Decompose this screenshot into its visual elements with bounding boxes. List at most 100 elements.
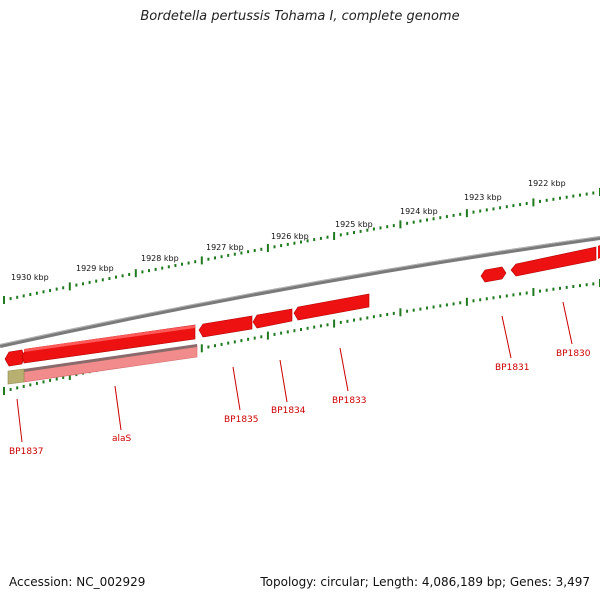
outer-ruler-tick (399, 220, 402, 229)
outer-ruler-tick (260, 247, 263, 251)
outer-ruler-tick (326, 235, 329, 239)
inner-ruler-tick (592, 282, 595, 286)
outer-ruler-tick (220, 255, 223, 259)
gene-feature-bp1831[interactable] (480, 266, 507, 283)
inner-ruler-tick (280, 331, 283, 335)
gene-feature-bp1837[interactable] (4, 349, 25, 367)
inner-ruler-tick (55, 377, 58, 381)
ruler-tick-label: 1928 kbp (141, 254, 179, 263)
outer-ruler-tick (346, 232, 349, 236)
outer-ruler-tick (181, 262, 183, 266)
gene-label-bp1833[interactable]: BP1833 (332, 396, 367, 406)
inner-ruler-tick (399, 308, 402, 317)
gene-label-bp1831[interactable]: BP1831 (495, 363, 530, 373)
outer-ruler-tick (545, 198, 548, 202)
outer-ruler-tick (101, 278, 104, 282)
outer-ruler-tick (62, 286, 65, 290)
inner-ruler-tick (559, 286, 561, 290)
inner-ruler-tick (572, 285, 575, 288)
outer-ruler-tick (273, 245, 276, 249)
outer-ruler-tick (499, 206, 502, 210)
inner-ruler-tick (499, 295, 502, 299)
outer-ruler-tick (306, 239, 309, 243)
inner-ruler-tick (452, 302, 455, 306)
outer-ruler-tick (207, 257, 210, 261)
outer-ruler-tick (200, 256, 203, 265)
inner-ruler-tick (266, 331, 269, 340)
inner-ruler-tick (220, 342, 223, 346)
outer-ruler-tick (426, 218, 428, 222)
outer-ruler-tick (585, 192, 588, 196)
gene-label-bp1830[interactable]: BP1830 (556, 349, 591, 359)
outer-ruler-tick (3, 296, 5, 304)
outer-ruler-tick (42, 290, 45, 294)
outer-ruler-tick (95, 279, 98, 283)
gene-label-bp1837[interactable]: BP1837 (9, 447, 44, 457)
gene-feature-bp1830[interactable] (510, 245, 600, 277)
inner-ruler-tick (240, 339, 243, 343)
map-title: Bordetella pertussis Tohama I, complete … (140, 9, 460, 24)
inner-ruler-tick (492, 296, 495, 300)
ruler-tick-label: 1925 kbp (335, 220, 373, 229)
inner-ruler-tick (379, 314, 382, 318)
outer-ruler-tick (55, 287, 58, 291)
outer-ruler-tick (519, 203, 522, 207)
outer-ruler-tick (479, 209, 482, 213)
outer-ruler-tick (333, 232, 336, 240)
outer-ruler-tick (233, 252, 236, 256)
inner-ruler-tick (293, 329, 296, 333)
inner-ruler-tick (286, 330, 289, 334)
outer-ruler-tick (353, 231, 355, 234)
outer-ruler-tick (240, 251, 243, 255)
inner-ruler-tick (505, 294, 508, 298)
ruler-tick-label: 1926 kbp (271, 232, 309, 241)
outer-ruler-tick (539, 199, 541, 203)
outer-ruler-tick (512, 204, 515, 208)
inner-ruler-tick (42, 380, 45, 384)
outer-ruler-tick (187, 261, 190, 265)
outer-ruler-tick (29, 293, 32, 296)
outer-ruler-tick (9, 297, 12, 301)
inner-ruler-tick (479, 298, 482, 302)
inner-ruler-tick (419, 307, 422, 311)
inner-ruler-tick (29, 383, 32, 387)
inner-ruler-tick (359, 317, 362, 321)
outer-ruler-tick (214, 256, 216, 260)
inner-ruler-tick (525, 291, 528, 295)
gene-feature-alas[interactable] (21, 324, 196, 364)
outer-ruler-tick (412, 220, 415, 224)
inner-ruler-tick (253, 336, 256, 340)
inner-ruler-tick (445, 303, 448, 307)
leader-line-bp1830 (562, 301, 573, 345)
inner-ruler-tick (260, 335, 263, 339)
leader-line-alas (114, 385, 122, 431)
inner-ruler-tick (512, 293, 515, 297)
ruler-tick-label: 1930 kbp (11, 273, 49, 282)
gene-feature-bp1834[interactable] (252, 308, 293, 329)
outer-ruler-tick (552, 197, 555, 201)
gene-feature-bp1835[interactable] (198, 315, 253, 338)
outer-ruler-tick (75, 283, 78, 287)
inner-ruler-tick (22, 384, 25, 388)
gene-feature-bp1833[interactable] (293, 293, 370, 321)
inner-ruler-tick (392, 311, 395, 315)
ruler-tick-label: 1923 kbp (464, 193, 502, 202)
inner-ruler-tick (472, 299, 475, 303)
gene-label-alas[interactable]: alaS (112, 434, 132, 444)
inner-ruler-tick (366, 316, 369, 320)
inner-ruler-tick (3, 387, 5, 395)
outer-ruler-tick (247, 250, 250, 254)
outer-ruler-tick (452, 213, 455, 217)
outer-ruler-tick (174, 264, 177, 267)
gene-label-bp1835[interactable]: BP1835 (224, 415, 259, 425)
inner-ruler-tick (319, 324, 322, 328)
inner-ruler-tick (62, 376, 65, 379)
ruler-tick-label: 1927 kbp (206, 243, 244, 252)
gene-feature-reverse-strand (7, 344, 198, 385)
outer-ruler-tick (313, 238, 316, 242)
outer-ruler-tick (128, 273, 131, 276)
inner-ruler-tick (552, 287, 555, 291)
outer-ruler-tick (339, 233, 342, 237)
gene-label-bp1834[interactable]: BP1834 (271, 406, 306, 416)
genome-summary: Topology: circular; Length: 4,086,189 bp… (260, 575, 590, 589)
